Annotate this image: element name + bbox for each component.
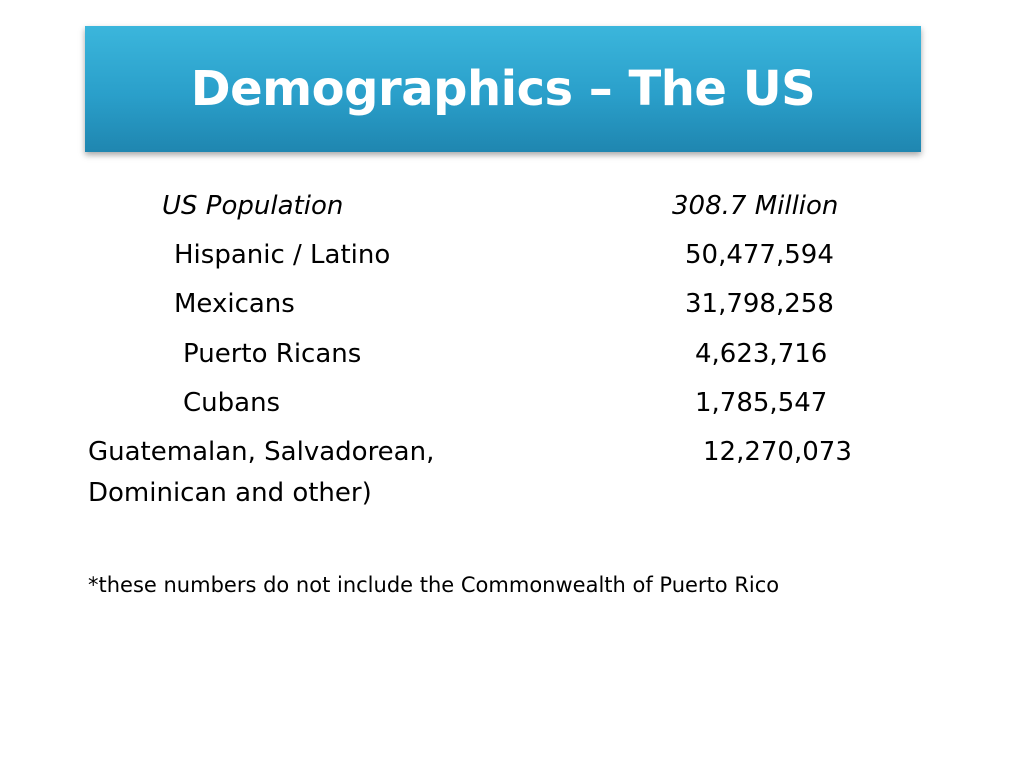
row-value-puerto-ricans: 4,623,716 [695,339,828,369]
row-label-other-line1: Guatemalan, Salvadorean, [88,437,435,467]
row-label-cubans: Cubans [183,388,281,418]
row-label-hispanic-latino: Hispanic / Latino [174,240,391,270]
footnote: *these numbers do not include the Common… [88,573,780,597]
row-value-other: 12,270,073 [703,437,852,467]
row-value-us-population: 308.7 Million [672,191,839,221]
slide-title: Demographics – The US [190,61,816,117]
row-value-mexicans: 31,798,258 [685,289,834,319]
row-label-us-population: US Population [162,191,344,221]
title-bar: Demographics – The US [85,26,921,152]
row-label-mexicans: Mexicans [174,289,295,319]
row-value-hispanic-latino: 50,477,594 [685,240,834,270]
row-label-puerto-ricans: Puerto Ricans [183,339,362,369]
row-value-cubans: 1,785,547 [695,388,828,418]
row-label-other-line2: Dominican and other) [88,478,372,508]
